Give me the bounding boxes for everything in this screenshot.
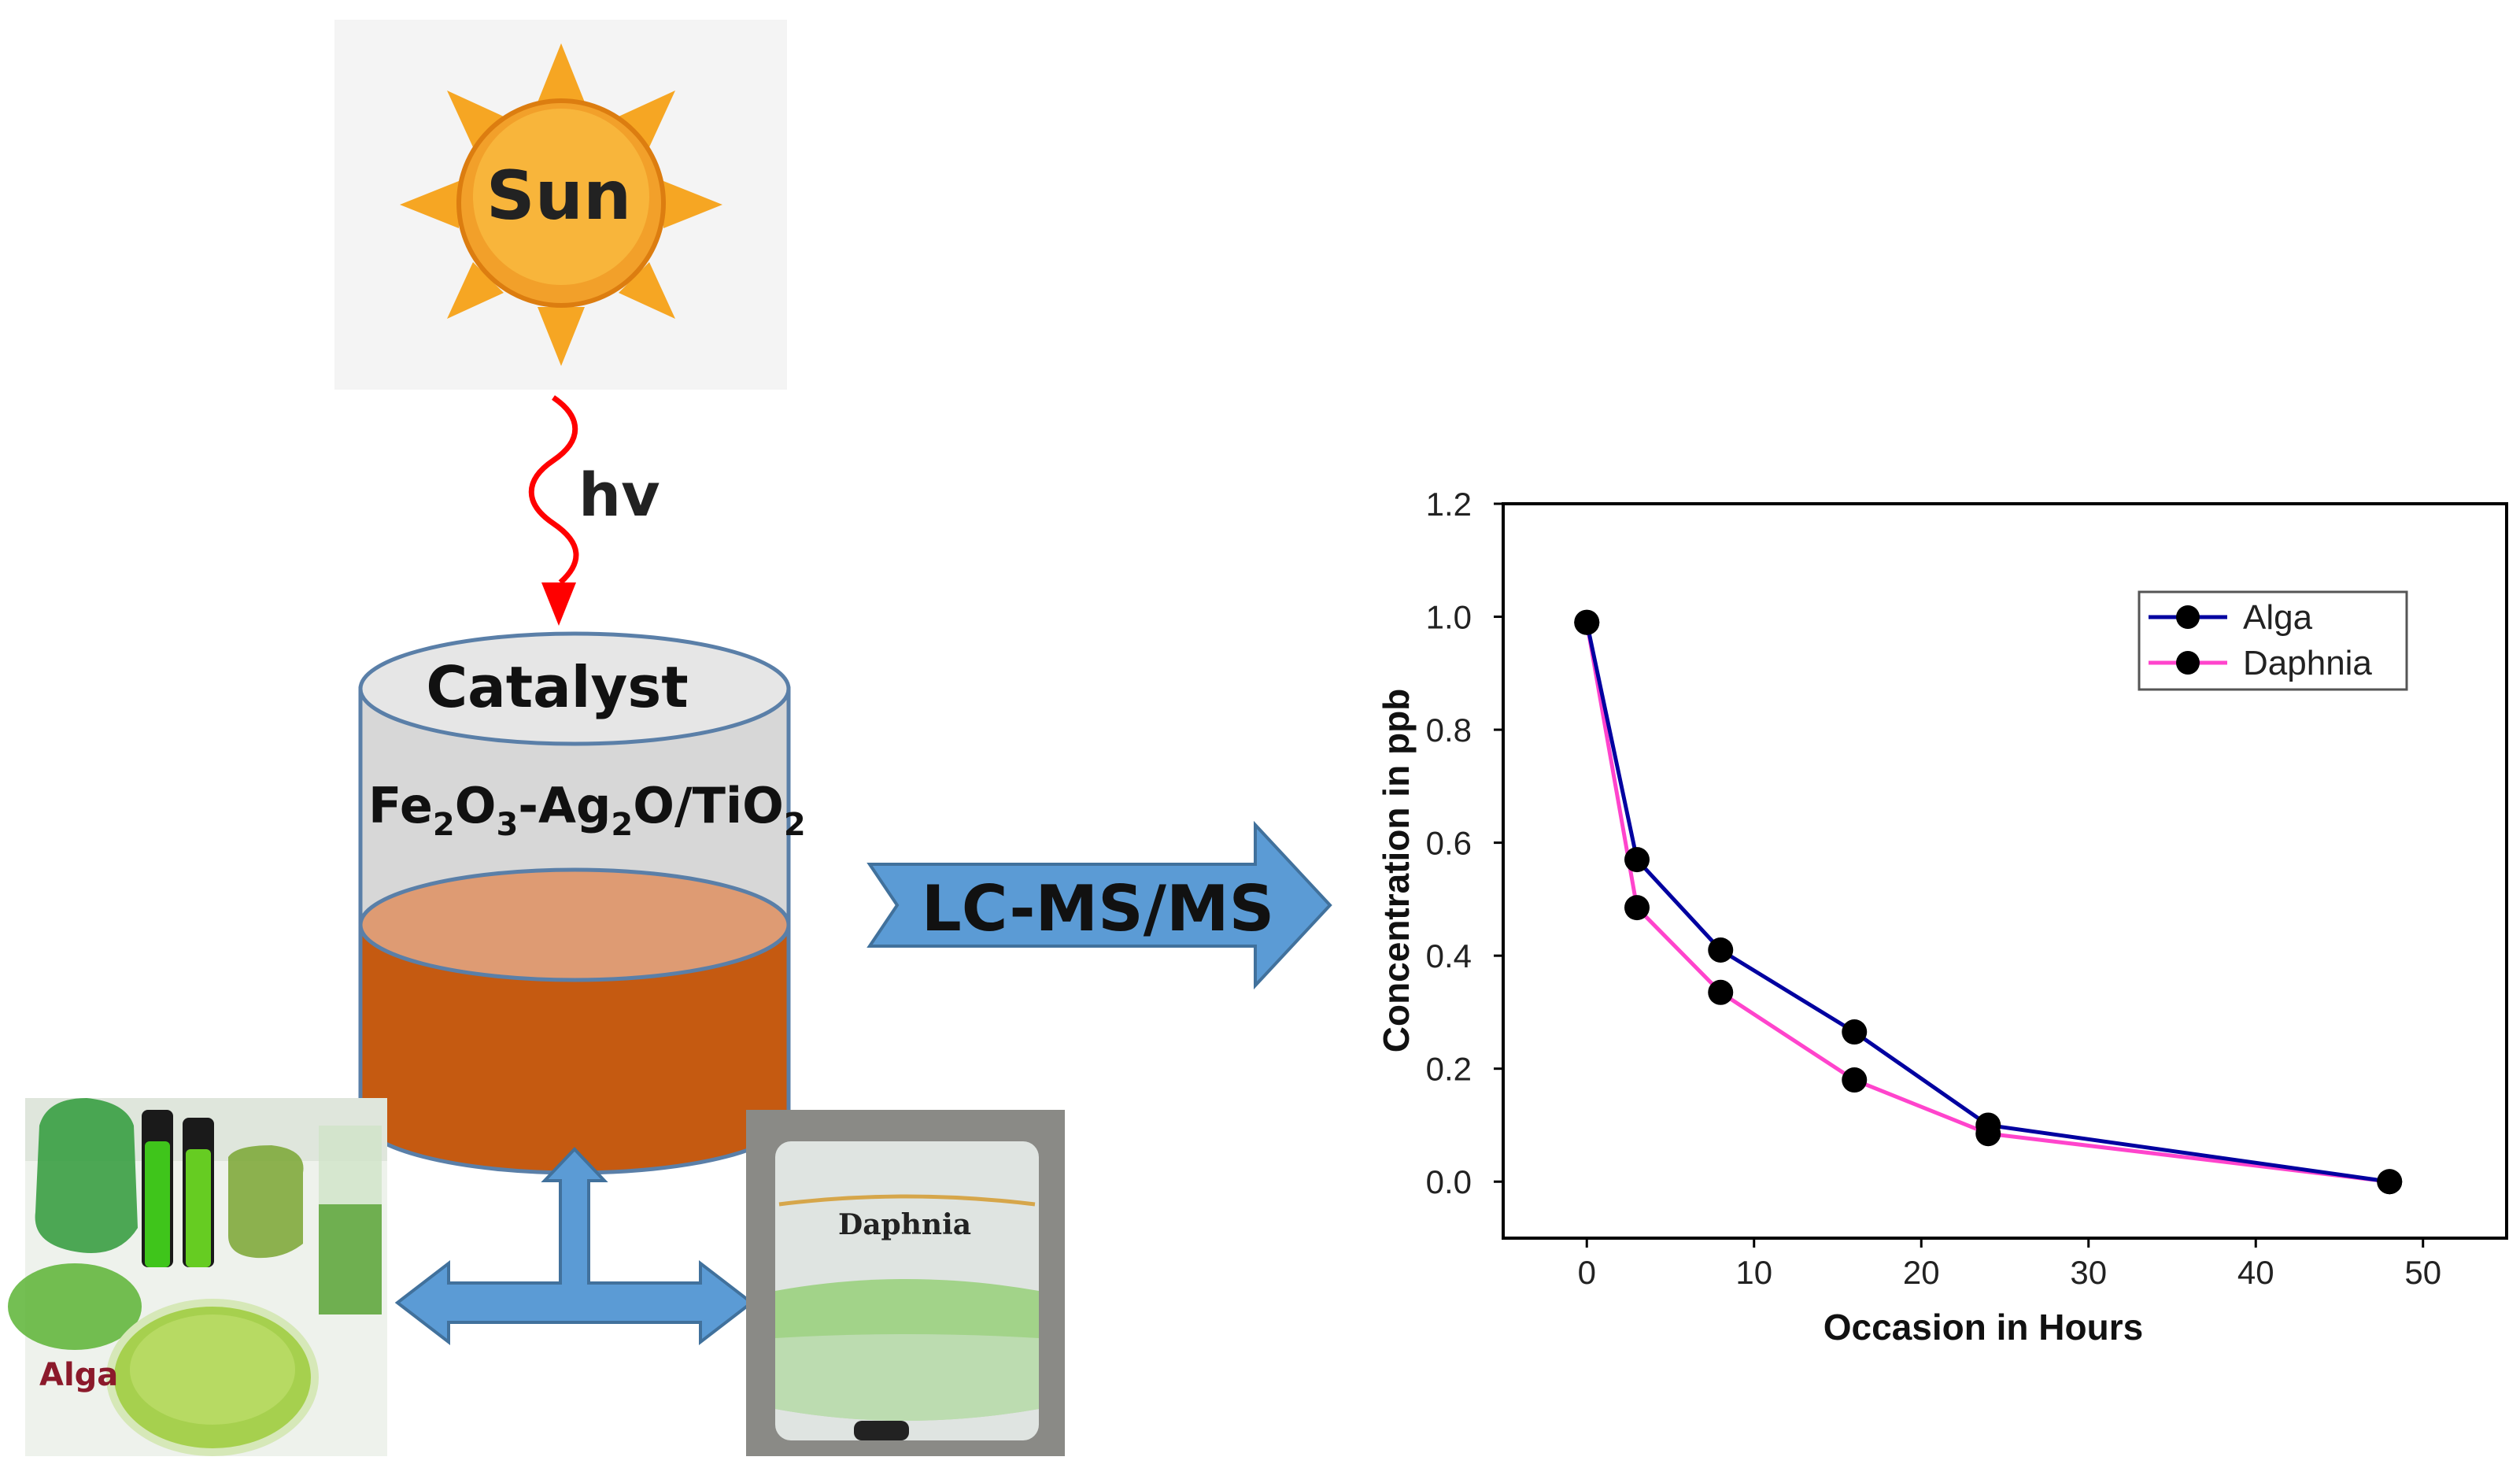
x-axis-ticks: 0 10 20 30 40 50 xyxy=(1578,1238,2441,1291)
x-tick-label: 10 xyxy=(1735,1254,1772,1291)
hv-label: hv xyxy=(578,460,660,530)
organism-link-arrow xyxy=(394,1147,755,1346)
sun-ray xyxy=(538,43,585,102)
daphnia-photo: Daphnia xyxy=(746,1110,1065,1456)
y-tick-label: 0.8 xyxy=(1426,712,1472,749)
sun-ray xyxy=(447,91,504,147)
wavy-light-line xyxy=(528,395,579,585)
y-axis-ticks: 0.0 0.2 0.4 0.6 0.8 1.0 1.2 xyxy=(1426,486,1503,1200)
y-tick-label: 0.6 xyxy=(1426,825,1472,862)
x-tick-label: 30 xyxy=(2070,1254,2107,1291)
light-arrow: hv xyxy=(528,395,660,626)
test-tube-shape xyxy=(145,1141,170,1267)
series-markers xyxy=(1574,609,2403,1195)
alga-photo: Alga xyxy=(8,1098,387,1456)
test-tube-shape xyxy=(186,1149,211,1267)
series-line-alga xyxy=(1584,622,2390,1184)
lcmsms-arrow: LC-MS/MS xyxy=(866,820,1332,990)
sun-ray xyxy=(538,307,585,366)
sun-panel: Sun xyxy=(334,20,787,390)
x-tick-label: 40 xyxy=(2237,1254,2274,1291)
beaker-shape xyxy=(228,1145,304,1259)
y-axis-label: Concentration in ppb xyxy=(1376,689,1417,1053)
alga-label: Alga xyxy=(39,1357,118,1393)
cylinder-shape xyxy=(319,1204,382,1314)
y-tick-label: 1.0 xyxy=(1426,599,1472,636)
legend-marker xyxy=(2176,605,2200,629)
reactor-lid xyxy=(358,631,791,746)
data-point-daphnia xyxy=(1624,895,1650,921)
data-point-daphnia xyxy=(1842,1067,1868,1093)
x-tick-label: 50 xyxy=(2404,1254,2441,1291)
y-tick-label: 0.2 xyxy=(1426,1051,1472,1088)
flask-shape xyxy=(35,1098,139,1253)
x-axis-label: Occasion in Hours xyxy=(1823,1307,2143,1348)
petri-dish-shape xyxy=(8,1263,142,1350)
data-point-daphnia xyxy=(1574,609,1600,635)
double-arrow-icon xyxy=(394,1147,755,1346)
sun-ray xyxy=(619,262,675,319)
daphnia-label: Daphnia xyxy=(838,1208,971,1241)
sun-ray xyxy=(447,262,504,319)
sun-disc-highlight xyxy=(473,109,649,285)
legend-label-daphnia: Daphnia xyxy=(2243,644,2372,682)
sun-ray xyxy=(663,181,722,228)
sun-label: Sun xyxy=(486,157,631,235)
y-tick-label: 1.2 xyxy=(1426,486,1472,523)
data-point-alga xyxy=(1708,937,1734,963)
y-tick-label: 0.0 xyxy=(1426,1163,1472,1200)
x-tick-label: 20 xyxy=(1903,1254,1940,1291)
data-point-daphnia xyxy=(1975,1121,2001,1147)
light-arrowhead-icon xyxy=(541,582,576,626)
reactor-liquid-surface xyxy=(358,867,791,982)
lcmsms-label: LC-MS/MS xyxy=(922,872,1274,945)
data-point-alga xyxy=(1624,847,1650,873)
catalyst-label: Catalyst xyxy=(426,654,688,720)
y-tick-label: 0.4 xyxy=(1426,937,1472,974)
x-tick-label: 0 xyxy=(1578,1254,1596,1291)
sun-ray xyxy=(400,181,459,228)
catalyst-formula: Fe2O3-Ag2O/TiO2 xyxy=(368,777,806,843)
right-arrow-icon xyxy=(866,820,1332,990)
chart-legend: Alga Daphnia xyxy=(2138,590,2408,691)
legend-label-alga: Alga xyxy=(2243,598,2313,637)
legend-marker xyxy=(2176,651,2200,675)
concentration-chart: 0.0 0.2 0.4 0.6 0.8 1.0 1.2 0 10 20 30 40 50 Occasi… xyxy=(1376,486,2508,1348)
data-point-daphnia xyxy=(1708,979,1734,1005)
data-point-alga xyxy=(1842,1019,1868,1045)
sun-icon xyxy=(400,43,722,366)
catalyst-reactor: Catalyst Fe2O3-Ag2O/TiO2 xyxy=(358,631,806,1175)
sun-ray xyxy=(619,91,675,147)
data-point-daphnia xyxy=(2377,1169,2403,1195)
